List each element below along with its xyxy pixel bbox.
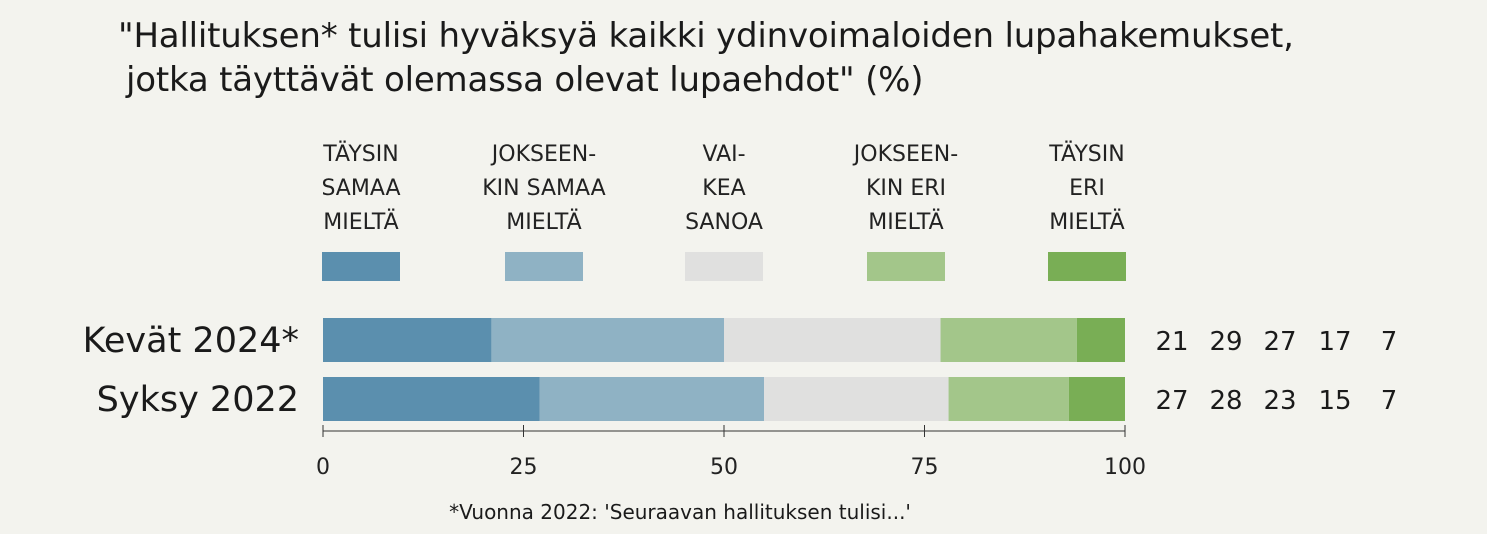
legend-label: KIN ERI	[866, 176, 946, 201]
value-label: 7	[1381, 327, 1398, 357]
x-tick-label: 50	[710, 455, 738, 480]
value-label: 28	[1209, 386, 1242, 416]
legend-label: KIN SAMAA	[482, 176, 605, 201]
value-label: 29	[1209, 327, 1242, 357]
legend-label: KEA	[702, 176, 745, 201]
value-label: 27	[1263, 327, 1296, 357]
category-label: Syksy 2022	[97, 380, 299, 420]
bars	[323, 318, 1125, 421]
category-labels: Kevät 2024* Syksy 2022	[83, 321, 299, 420]
value-label: 27	[1155, 386, 1188, 416]
x-tick-label: 75	[911, 455, 939, 480]
chart-title: "Hallituksen* tulisi hyväksyä kaikki ydi…	[118, 14, 1418, 102]
bar-segment	[764, 377, 949, 421]
bar-segment	[539, 377, 765, 421]
x-axis: 0 25 50 75 100	[316, 425, 1146, 480]
value-labels: 21 29 27 17 7 27 28 23 15 7	[1155, 327, 1397, 416]
legend-label: TÄYSIN	[322, 141, 398, 167]
value-label: 21	[1155, 327, 1188, 357]
legend-swatch	[1048, 252, 1126, 281]
legend-swatch	[505, 252, 583, 281]
legend-label: SAMAA	[321, 176, 400, 201]
value-label: 23	[1263, 386, 1296, 416]
legend: TÄYSIN SAMAA MIELTÄ JOKSEEN- KIN SAMAA MIELTÄ…	[321, 141, 1126, 281]
bar-segment	[1076, 318, 1125, 362]
bar-segment	[323, 318, 492, 362]
legend-label: JOKSEEN-	[490, 142, 596, 167]
legend-swatch	[867, 252, 945, 281]
value-label: 15	[1318, 386, 1351, 416]
bar-segment	[1068, 377, 1125, 421]
title-line-2: jotka täyttävät olemassa olevat lupaehdo…	[126, 60, 924, 100]
legend-label: MIELTÄ	[506, 209, 581, 235]
footnote: *Vuonna 2022: 'Seuraavan hallituksen tul…	[449, 500, 911, 524]
legend-label: SANOA	[685, 210, 763, 235]
bar-segment	[724, 318, 941, 362]
legend-label: ERI	[1069, 176, 1105, 201]
bar-segment	[323, 377, 540, 421]
legend-label: MIELTÄ	[323, 209, 398, 235]
legend-swatch	[322, 252, 400, 281]
value-label: 17	[1318, 327, 1351, 357]
value-label: 7	[1381, 386, 1398, 416]
x-tick-label: 25	[510, 455, 538, 480]
bar-segment	[948, 377, 1069, 421]
bar-segment	[940, 318, 1077, 362]
x-tick-label: 100	[1104, 455, 1146, 480]
x-tick-label: 0	[316, 455, 330, 480]
legend-swatch	[685, 252, 763, 281]
legend-label: JOKSEEN-	[852, 142, 958, 167]
legend-label: TÄYSIN	[1048, 141, 1124, 167]
title-line-1: "Hallituksen* tulisi hyväksyä kaikki ydi…	[118, 16, 1294, 56]
legend-label: VAI-	[702, 142, 745, 167]
legend-label: MIELTÄ	[1049, 209, 1124, 235]
category-label: Kevät 2024*	[83, 321, 299, 361]
bar-segment	[491, 318, 724, 362]
legend-label: MIELTÄ	[868, 209, 943, 235]
